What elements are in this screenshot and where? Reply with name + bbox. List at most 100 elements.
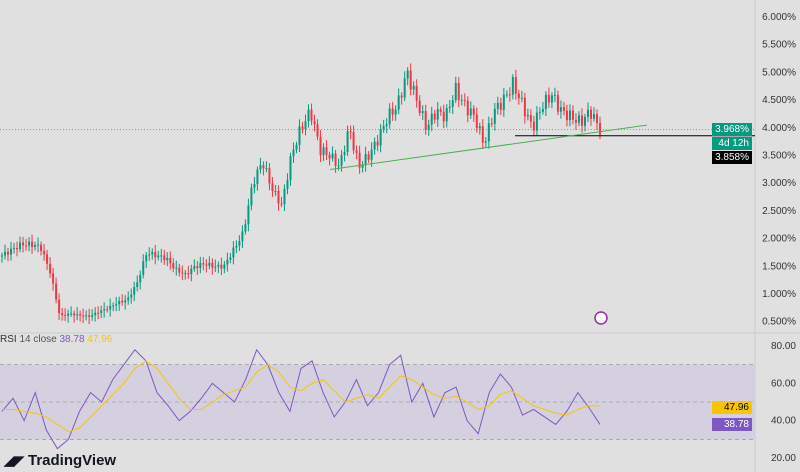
candle-body: [52, 273, 55, 284]
candle-body: [244, 224, 247, 232]
price-tick-label: 3.500%: [762, 151, 796, 162]
candle-body: [562, 107, 565, 111]
candle-body: [151, 251, 154, 255]
candle-body: [364, 154, 367, 165]
candle-body: [421, 111, 424, 114]
candle-body: [599, 123, 601, 135]
candle-body: [184, 273, 187, 275]
price-tick-label: 5.500%: [762, 40, 796, 51]
candle-body: [1, 255, 3, 257]
candle-body: [328, 154, 331, 159]
candle-body: [445, 108, 448, 122]
candle-body: [112, 305, 115, 307]
candle-body: [277, 190, 280, 204]
rsi-label: RSI: [0, 334, 17, 345]
candle-body: [412, 85, 415, 90]
candle-body: [580, 115, 583, 126]
candle-body: [589, 109, 592, 119]
tradingview-logo[interactable]: ◢◤ TradingView: [4, 452, 116, 469]
candle-body: [466, 100, 469, 116]
candle-body: [574, 119, 577, 123]
candle-body: [451, 100, 454, 107]
candle-body: [79, 314, 82, 316]
candle-body: [292, 149, 295, 157]
price-tick-label: 3.000%: [762, 178, 796, 189]
candle-body: [196, 266, 199, 268]
candle-body: [241, 231, 244, 242]
candle-body: [127, 297, 130, 301]
candle-body: [532, 121, 535, 131]
candle-body: [454, 82, 457, 101]
candle-body: [409, 70, 412, 90]
candle-body: [529, 115, 532, 122]
price-tick-label: 1.500%: [762, 261, 796, 272]
candle-body: [88, 315, 91, 317]
candle-body: [280, 203, 283, 205]
candle-body: [124, 300, 127, 303]
candle-body: [25, 245, 28, 247]
candle-body: [202, 263, 205, 265]
candle-body: [247, 205, 250, 225]
candle-body: [235, 245, 238, 248]
candle-body: [100, 310, 103, 314]
candle-body: [484, 141, 487, 143]
candle-body: [568, 110, 571, 121]
candle-body: [352, 132, 355, 151]
candle-body: [373, 141, 376, 150]
candle-body: [106, 309, 109, 311]
rsi-ma-tag: 47.96: [712, 401, 752, 414]
candle-body: [40, 244, 43, 252]
candle-body: [193, 266, 196, 269]
tradingview-logo-icon: ◢◤: [4, 452, 24, 468]
candle-body: [214, 266, 217, 268]
candle-body: [541, 108, 544, 112]
candle-body: [406, 70, 409, 79]
candle-body: [493, 108, 496, 124]
candle-body: [490, 123, 493, 125]
candle-body: [481, 126, 484, 143]
candle-body: [109, 305, 112, 310]
candle-body: [37, 244, 40, 246]
candle-body: [286, 180, 289, 189]
candle-body: [94, 312, 97, 315]
candle-body: [67, 313, 70, 316]
rsi-legend[interactable]: RSI 14 close 38.78 47.96: [0, 334, 112, 345]
candle-body: [460, 99, 463, 101]
candle-body: [289, 156, 292, 181]
candle-body: [337, 165, 340, 167]
event-icon: [594, 311, 608, 325]
candle-body: [217, 264, 220, 267]
candle-body: [121, 300, 124, 303]
candle-body: [577, 115, 580, 123]
candle-body: [346, 131, 349, 152]
candle-body: [211, 262, 214, 268]
price-tick-label: 5.000%: [762, 67, 796, 78]
candle-body: [187, 273, 190, 275]
candle-body: [55, 283, 58, 300]
candle-body: [115, 304, 118, 306]
candle-body: [238, 241, 241, 246]
brand-name: TradingView: [28, 452, 117, 469]
candle-body: [517, 93, 520, 99]
candle-body: [583, 116, 586, 126]
candle-body: [538, 111, 541, 113]
candle-body: [46, 254, 49, 264]
candle-body: [526, 115, 529, 117]
candle-body: [472, 108, 475, 115]
candle-body: [169, 257, 172, 264]
candle-body: [595, 114, 598, 124]
candle-body: [427, 124, 430, 130]
candle-body: [139, 274, 142, 283]
candle-body: [259, 165, 262, 170]
candle-body: [208, 262, 211, 266]
price-tick-label: 0.500%: [762, 317, 796, 328]
candle-body: [586, 109, 589, 117]
countdown-tag: 4d 12h: [712, 137, 752, 150]
candle-body: [505, 94, 508, 96]
candle-body: [556, 94, 559, 112]
candle-body: [478, 126, 481, 129]
candle-body: [178, 267, 181, 273]
candle-body: [415, 85, 418, 101]
rsi-line: [1, 348, 601, 450]
